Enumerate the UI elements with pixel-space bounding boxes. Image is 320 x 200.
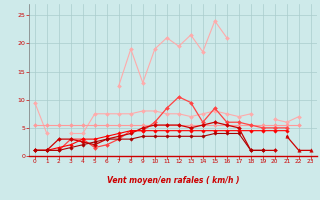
X-axis label: Vent moyen/en rafales ( km/h ): Vent moyen/en rafales ( km/h ) [107, 176, 239, 185]
